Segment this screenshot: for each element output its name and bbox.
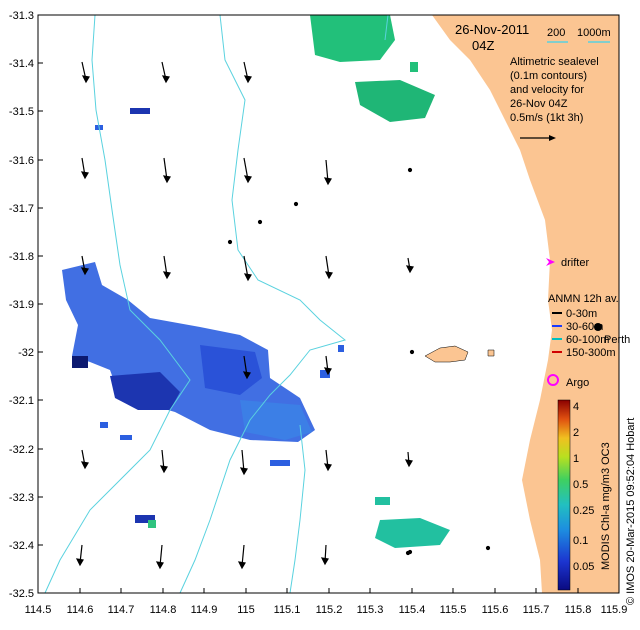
velocity-arrows: [75, 61, 491, 570]
drifter-label: drifter: [561, 257, 589, 269]
small-island: [487, 349, 495, 357]
colorbar-tick-label: 0.05: [573, 561, 594, 573]
colorbar-tick-label: 0.25: [573, 505, 594, 517]
perth-marker: [594, 323, 602, 331]
y-tick-label: -32.4: [9, 540, 34, 552]
y-axis: [38, 14, 43, 594]
y-tick-label: -31.8: [9, 251, 34, 263]
y-tick-label: -31.4: [9, 58, 34, 70]
x-tick-label: 115.8: [565, 604, 592, 616]
y-tick-label: -32.3: [9, 492, 34, 504]
x-tick-label: 115.2: [316, 604, 343, 616]
sealevel-note-line: 26-Nov 04Z: [510, 98, 568, 110]
colorbar-tick-label: 0.1: [573, 535, 588, 547]
perth-label: Perth: [604, 334, 630, 346]
anmn-title: ANMN 12h av.: [548, 293, 619, 305]
chlorophyll-green-patches: [310, 15, 450, 548]
y-tick-label: -31.5: [9, 106, 34, 118]
y-tick-label: -32: [18, 347, 34, 359]
y-tick-label: -32.2: [9, 444, 34, 456]
x-tick-label: 115.4: [399, 604, 426, 616]
colorbar-ticks: 4 2 1 0.5 0.25 0.1 0.05: [573, 401, 594, 573]
sealevel-note-line: Altimetric sealevel: [510, 56, 599, 68]
colorbar-title: MODIS Chl-a mg/m3 OC3: [600, 442, 612, 570]
sealevel-note-line: and velocity for: [510, 84, 584, 96]
colorbar: [557, 399, 571, 591]
y-tick-label: -31.6: [9, 155, 34, 167]
anmn-depth-label: 30-60m: [566, 321, 603, 333]
contour-depth-label: 1000m: [577, 27, 611, 39]
y-tick-label: -32.1: [9, 395, 34, 407]
argo-label: Argo: [566, 377, 589, 389]
colorbar-tick-label: 2: [573, 427, 579, 439]
map-date: 26-Nov-2011: [455, 22, 529, 37]
drifter-marker: [546, 258, 555, 266]
x-tick-label: 115: [237, 604, 255, 616]
y-tick-label: -31.9: [9, 299, 34, 311]
x-tick-label: 114.5: [25, 604, 52, 616]
argo-marker: [547, 374, 559, 386]
anmn-depth-label: 60-100m: [566, 334, 609, 346]
x-tick-label: 115.3: [357, 604, 384, 616]
colorbar-tick-label: 1: [573, 453, 579, 465]
x-tick-label: 114.9: [191, 604, 218, 616]
land-mass: [432, 15, 619, 593]
x-tick-label: 115.7: [523, 604, 550, 616]
x-tick-label: 115.9: [601, 604, 628, 616]
scale-label: 0.5m/s (1kt 3h): [510, 112, 583, 124]
anmn-legend: [552, 312, 562, 353]
x-tick-label: 115.5: [440, 604, 467, 616]
x-tick-label: 114.7: [108, 604, 135, 616]
island: [424, 345, 469, 363]
y-tick-label: -32.5: [9, 588, 34, 600]
anmn-depth-label: 0-30m: [566, 308, 597, 320]
y-tick-labels: -31.3 -31.4 -31.5 -31.6 -31.7 -31.8 -31.…: [9, 10, 34, 600]
x-tick-labels: 114.5 114.6 114.7 114.8 114.9 115 115.1 …: [25, 604, 628, 616]
chlorophyll-patches: [62, 108, 344, 528]
depth-contours: [44, 14, 389, 594]
x-axis: [37, 588, 620, 593]
x-tick-label: 114.6: [67, 604, 94, 616]
sealevel-note-line: (0.1m contours): [510, 70, 587, 82]
y-tick-label: -31.7: [9, 203, 34, 215]
y-tick-label: -31.3: [9, 10, 34, 22]
credit-text: © IMOS 20-Mar-2015 09:52:04 Hobart: [625, 418, 637, 605]
anmn-depth-label: 150-300m: [566, 347, 616, 359]
x-tick-label: 115.6: [482, 604, 509, 616]
contour-depth-label: 200: [547, 27, 565, 39]
x-tick-label: 115.1: [274, 604, 301, 616]
map-time: 04Z: [472, 38, 494, 53]
colorbar-tick-label: 0.5: [573, 479, 588, 491]
x-tick-label: 114.8: [150, 604, 177, 616]
scale-arrow: [520, 135, 556, 141]
colorbar-tick-label: 4: [573, 401, 579, 413]
